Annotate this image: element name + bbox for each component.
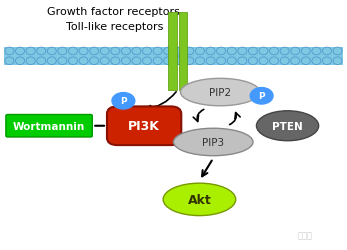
Text: Toll-like receptors: Toll-like receptors	[66, 22, 163, 32]
Text: PIP2: PIP2	[209, 88, 231, 98]
Ellipse shape	[256, 111, 319, 141]
Ellipse shape	[163, 184, 236, 216]
FancyBboxPatch shape	[107, 107, 181, 146]
FancyBboxPatch shape	[6, 115, 92, 138]
Circle shape	[250, 88, 273, 104]
Circle shape	[112, 93, 135, 110]
Text: Wortmannin: Wortmannin	[13, 121, 85, 131]
Bar	[168, 13, 177, 90]
Text: Akt: Akt	[187, 193, 211, 206]
Bar	[4, 48, 343, 65]
Text: PI3K: PI3K	[128, 120, 160, 133]
Bar	[179, 13, 187, 90]
Text: P: P	[258, 92, 265, 101]
Text: PTEN: PTEN	[272, 121, 303, 131]
Text: 医宇方: 医宇方	[297, 230, 312, 239]
Ellipse shape	[180, 79, 260, 106]
Text: Growth factor receptors,: Growth factor receptors,	[46, 7, 183, 17]
Text: PIP3: PIP3	[202, 138, 224, 147]
Text: P: P	[120, 97, 127, 106]
Ellipse shape	[174, 129, 253, 156]
